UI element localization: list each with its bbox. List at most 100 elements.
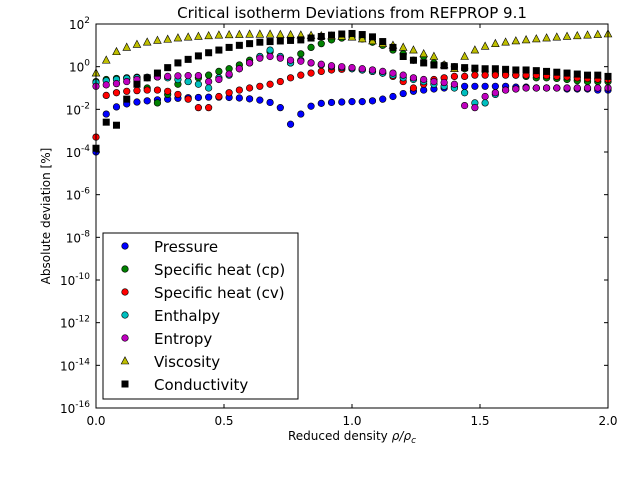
- data-point: [584, 71, 592, 79]
- data-point: [522, 66, 530, 74]
- data-point: [225, 70, 233, 78]
- legend-label: Conductivity: [154, 376, 248, 394]
- data-point: [287, 36, 295, 44]
- data-point: [398, 42, 408, 51]
- data-point: [563, 84, 571, 92]
- data-point: [225, 43, 233, 51]
- data-point: [338, 30, 346, 38]
- data-point: [461, 72, 469, 80]
- data-point: [205, 49, 213, 57]
- data-point: [256, 38, 264, 46]
- data-point: [420, 59, 428, 67]
- data-point: [368, 33, 376, 41]
- data-point: [348, 29, 356, 37]
- data-point: [593, 29, 603, 38]
- data-point: [399, 71, 407, 79]
- data-point: [112, 103, 121, 111]
- data-point: [572, 30, 582, 40]
- data-point: [307, 69, 315, 77]
- data-point: [379, 95, 387, 103]
- legend-label: Viscosity: [154, 353, 220, 371]
- legend-marker: [120, 356, 130, 365]
- data-point: [481, 99, 489, 107]
- data-point: [307, 59, 315, 67]
- data-point: [358, 98, 366, 106]
- data-point: [286, 56, 295, 64]
- data-point: [265, 29, 275, 38]
- data-point: [256, 54, 264, 62]
- data-point: [389, 43, 397, 51]
- data-point: [246, 40, 254, 48]
- data-point: [522, 84, 530, 92]
- data-point: [143, 74, 151, 82]
- legend-label: Pressure: [154, 238, 218, 256]
- legend-item-specific-heat-cv: Specific heat (cv): [121, 284, 285, 302]
- data-point: [133, 80, 141, 88]
- data-point: [317, 60, 325, 68]
- data-point: [194, 80, 202, 88]
- x-tick-label: 2.0: [598, 414, 617, 428]
- legend-item-viscosity: Viscosity: [120, 353, 220, 371]
- y-tick-label: 10-12: [60, 315, 90, 331]
- data-point: [327, 98, 336, 107]
- data-point: [276, 37, 284, 45]
- data-point: [502, 71, 510, 79]
- data-point: [215, 46, 223, 54]
- data-point: [594, 84, 602, 92]
- legend-item-pressure: Pressure: [121, 238, 218, 256]
- data-point: [501, 37, 510, 46]
- data-point: [552, 32, 562, 41]
- data-point: [440, 62, 448, 70]
- data-point: [194, 52, 202, 60]
- x-axis-label-math: ρ/ρ: [392, 429, 412, 443]
- data-point: [173, 33, 183, 42]
- data-point: [112, 80, 121, 88]
- data-point: [297, 110, 305, 118]
- data-point: [184, 95, 192, 103]
- legend-item-conductivity: Conductivity: [121, 376, 248, 394]
- legend: Pressure Specific heat (cp) Specific heat …: [102, 232, 299, 400]
- data-point: [215, 67, 223, 75]
- data-point: [583, 84, 592, 92]
- data-marks: [91, 29, 613, 156]
- legend-marker: [121, 380, 129, 388]
- data-point: [133, 87, 141, 95]
- y-tick-label: 10-2: [66, 101, 90, 117]
- data-point: [256, 96, 264, 104]
- data-point: [214, 30, 224, 39]
- y-tick-label: 10-6: [66, 187, 91, 203]
- data-point: [194, 31, 203, 40]
- data-point: [297, 36, 305, 44]
- data-point: [317, 32, 325, 40]
- data-point: [102, 91, 110, 99]
- data-point: [164, 72, 172, 80]
- data-point: [440, 78, 448, 87]
- data-point: [450, 80, 459, 88]
- data-point: [184, 72, 192, 80]
- data-point: [429, 51, 439, 60]
- data-point: [112, 121, 120, 129]
- data-point: [430, 61, 438, 69]
- data-point: [245, 29, 254, 38]
- data-point: [480, 41, 490, 50]
- y-tick-label: 10-10: [60, 272, 90, 288]
- data-point: [481, 92, 489, 101]
- data-point: [266, 46, 274, 54]
- data-point: [481, 71, 489, 79]
- data-point: [532, 67, 540, 75]
- legend-marker: [121, 334, 129, 342]
- data-point: [297, 71, 305, 79]
- data-point: [573, 70, 581, 78]
- data-point: [204, 30, 213, 40]
- data-point: [286, 120, 295, 128]
- data-point: [481, 65, 489, 73]
- data-point: [153, 86, 162, 94]
- data-point: [379, 67, 387, 75]
- data-point: [399, 89, 407, 98]
- data-point: [266, 38, 274, 46]
- data-point: [399, 52, 407, 60]
- data-point: [563, 69, 571, 77]
- data-point: [235, 86, 243, 94]
- y-tick-label: 10-8: [66, 229, 91, 245]
